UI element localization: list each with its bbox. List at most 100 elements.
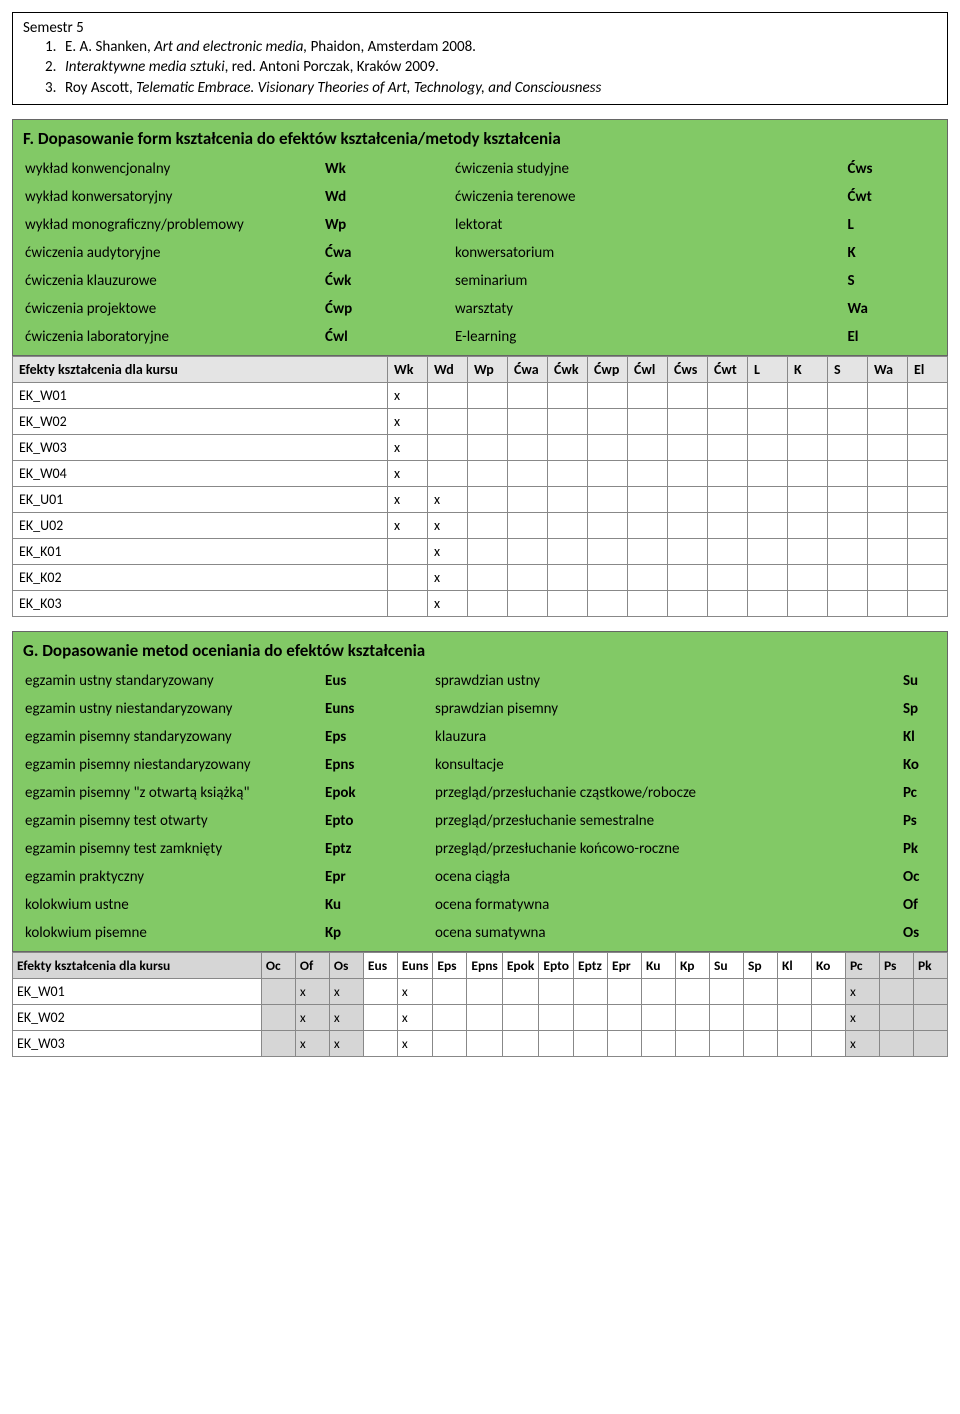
effects-cell xyxy=(748,512,788,538)
abbr-cell: ćwiczenia projektowe xyxy=(23,295,323,323)
effects-cell xyxy=(668,486,708,512)
effects-cell: x xyxy=(388,382,428,408)
effects2-cell: x xyxy=(397,978,432,1004)
effects2-header-col: Euns xyxy=(397,952,432,978)
effects-cell xyxy=(908,486,948,512)
effects2-cell xyxy=(539,978,574,1004)
effects2-header-col: Epok xyxy=(502,952,539,978)
effects2-row-label: EK_W01 xyxy=(13,978,262,1004)
effects-cell xyxy=(828,590,868,616)
effects-cell xyxy=(468,408,508,434)
effects2-header-col: Epr xyxy=(608,952,642,978)
abbr-cell: Wd xyxy=(323,183,453,211)
effects2-header-col: Kl xyxy=(778,952,812,978)
effects2-cell xyxy=(744,1004,778,1030)
effects2-cell xyxy=(812,1030,846,1056)
effects-header-col: Ćws xyxy=(668,356,708,382)
abbr-cell: ćwiczenia laboratoryjne xyxy=(23,323,323,351)
effects-cell xyxy=(828,538,868,564)
effects-cell xyxy=(828,486,868,512)
abbr-cell: Eps xyxy=(323,723,433,751)
effects-cell xyxy=(668,382,708,408)
effects-header-label: Efekty kształcenia dla kursu xyxy=(13,356,388,382)
effects-cell xyxy=(628,590,668,616)
effects-row-label: EK_W02 xyxy=(13,408,388,434)
effects-cell xyxy=(508,512,548,538)
effects-cell xyxy=(748,538,788,564)
abbr-cell: Os xyxy=(901,919,937,947)
effects2-cell xyxy=(467,1004,502,1030)
effects-cell xyxy=(588,590,628,616)
effects2-header-col: Os xyxy=(329,952,363,978)
effects2-cell xyxy=(880,1004,914,1030)
effects2-cell xyxy=(502,978,539,1004)
effects-cell xyxy=(788,512,828,538)
effects-cell xyxy=(548,590,588,616)
effects-header-col: Ćwt xyxy=(708,356,748,382)
abbr-cell: sprawdzian ustny xyxy=(433,667,901,695)
abbr-cell: egzamin pisemny "z otwartą książką" xyxy=(23,779,323,807)
effects-row-label: EK_U01 xyxy=(13,486,388,512)
effects-cell xyxy=(548,564,588,590)
effects-cell xyxy=(908,434,948,460)
abbr-cell: Ćwp xyxy=(323,295,453,323)
effects2-header-col: Ps xyxy=(880,952,914,978)
effects2-cell xyxy=(433,978,467,1004)
effects2-header-col: Eptz xyxy=(574,952,608,978)
abbr-cell: wykład monograficzny/problemowy xyxy=(23,211,323,239)
effects-cell xyxy=(588,486,628,512)
effects2-cell xyxy=(676,1004,710,1030)
effects-cell: x xyxy=(428,538,468,564)
abbr-cell: seminarium xyxy=(453,267,845,295)
effects-cell xyxy=(548,538,588,564)
effects-cell: x xyxy=(388,486,428,512)
effects-cell xyxy=(508,538,548,564)
effects-cell xyxy=(788,538,828,564)
effects-cell xyxy=(668,408,708,434)
effects-cell xyxy=(828,434,868,460)
effects-cell xyxy=(388,538,428,564)
effects-cell xyxy=(788,382,828,408)
effects-row-label: EK_K02 xyxy=(13,564,388,590)
effects2-header-label: Efekty kształcenia dla kursu xyxy=(13,952,262,978)
effects-cell xyxy=(428,460,468,486)
effects-cell xyxy=(868,538,908,564)
abbr-cell: E-learning xyxy=(453,323,845,351)
effects2-cell xyxy=(642,1030,676,1056)
effects-cell xyxy=(788,486,828,512)
section-g-title: G. Dopasowanie metod oceniania do efektó… xyxy=(23,640,937,661)
effects-cell xyxy=(748,382,788,408)
abbr-cell: Epr xyxy=(323,863,433,891)
effects2-header-col: Eps xyxy=(433,952,467,978)
abbr-cell: Su xyxy=(901,667,937,695)
abbr-cell: przegląd/przesłuchanie cząstkowe/robocze xyxy=(433,779,901,807)
abbr-cell: Ćwt xyxy=(845,183,937,211)
effects-cell xyxy=(468,460,508,486)
effects-cell xyxy=(908,590,948,616)
effects-cell xyxy=(588,512,628,538)
abbr-cell: Of xyxy=(901,891,937,919)
abbr-cell: egzamin pisemny niestandaryzowany xyxy=(23,751,323,779)
section-g-header: G. Dopasowanie metod oceniania do efektó… xyxy=(12,631,948,952)
effects-cell xyxy=(788,590,828,616)
effects-header-col: Ćwa xyxy=(508,356,548,382)
effects2-cell xyxy=(433,1004,467,1030)
effects2-cell: x xyxy=(397,1030,432,1056)
effects-cell xyxy=(748,564,788,590)
effects2-header-col: Epns xyxy=(467,952,502,978)
effects-cell xyxy=(708,538,748,564)
effects2-header-col: Ku xyxy=(642,952,676,978)
abbr-cell: wykład konwencjonalny xyxy=(23,155,323,183)
effects-cell xyxy=(748,408,788,434)
effects-cell xyxy=(628,486,668,512)
effects-cell xyxy=(628,382,668,408)
abbr-cell: Wk xyxy=(323,155,453,183)
effects2-cell xyxy=(744,978,778,1004)
effects2-cell: x xyxy=(329,1004,363,1030)
effects2-cell xyxy=(778,978,812,1004)
effects-cell: x xyxy=(388,512,428,538)
effects-cell xyxy=(748,460,788,486)
effects-cell: x xyxy=(388,408,428,434)
effects2-cell xyxy=(363,1004,397,1030)
abbr-cell: Ćwa xyxy=(323,239,453,267)
